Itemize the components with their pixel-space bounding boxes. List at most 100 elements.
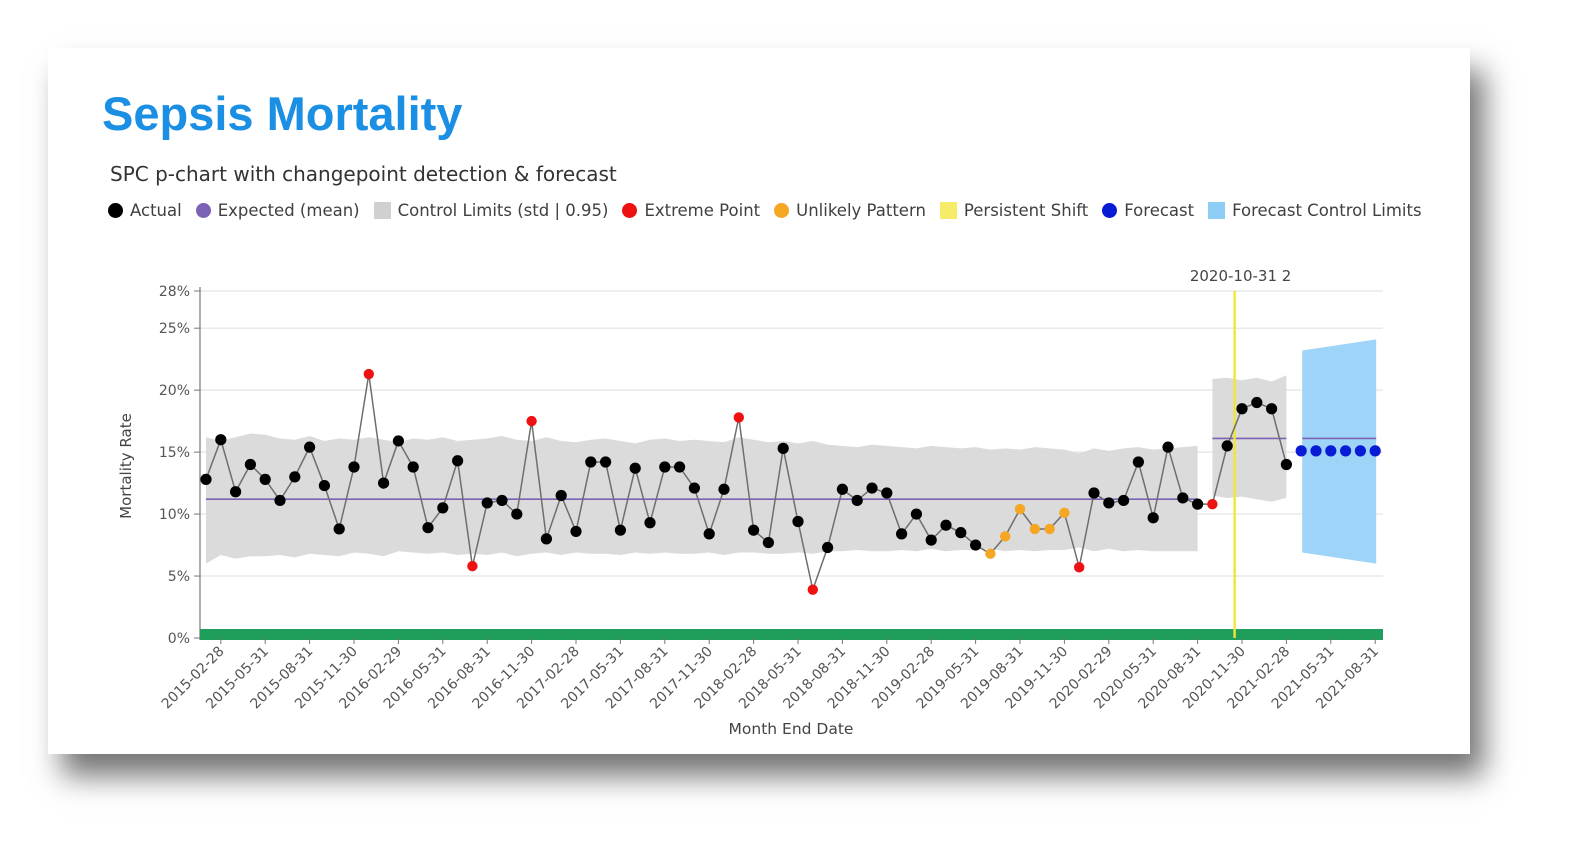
actual-point [333, 523, 345, 535]
actual-point [688, 482, 701, 494]
legend-swatch [373, 201, 391, 219]
chart-subtitle: SPC p-chart with changepoint detection &… [110, 162, 617, 186]
legend-item: Forecast [1102, 201, 1194, 220]
actual-point [614, 524, 627, 536]
actual-point [555, 489, 567, 502]
forecast-point [1354, 445, 1366, 457]
actual-point [407, 461, 419, 473]
forecast-point [1369, 445, 1381, 457]
actual-point [955, 527, 967, 539]
legend-swatch [622, 202, 638, 218]
actual-point [881, 487, 893, 499]
legend-item: Control Limits (std | 0.95) [373, 200, 609, 220]
legend-label: Actual [130, 200, 182, 220]
y-tick-label: 25% [159, 321, 190, 337]
y-tick-label: 5% [168, 569, 190, 585]
actual-point [718, 483, 730, 495]
page-title: Sepsis Mortality [102, 87, 463, 140]
legend-label: Control Limits (std | 0.95) [397, 200, 609, 220]
legend-item: Expected (mean) [195, 200, 360, 220]
extreme-point [807, 584, 818, 595]
actual-point [703, 528, 715, 540]
actual-point [318, 479, 330, 492]
forecast-control-limits-band [1302, 339, 1377, 564]
actual-point [644, 517, 656, 529]
actual-point [1251, 396, 1263, 409]
actual-point [481, 497, 493, 509]
actual-point [1192, 498, 1204, 510]
legend-label: Unlikely Pattern [796, 200, 926, 220]
actual-point [748, 524, 760, 536]
legend-swatch [774, 202, 790, 218]
actual-point [629, 462, 641, 474]
actual-point [230, 486, 242, 498]
actual-point [422, 522, 434, 534]
actual-point [496, 494, 508, 507]
actual-point [659, 461, 671, 473]
unlikely-pattern-point [1044, 523, 1055, 535]
legend-swatch [1208, 201, 1226, 219]
actual-point [866, 482, 878, 494]
actual-point [585, 456, 597, 468]
actual-point [1177, 492, 1189, 504]
legend-label: Forecast [1124, 200, 1195, 220]
extreme-point [363, 368, 374, 380]
actual-point [1088, 487, 1100, 499]
actual-point [925, 534, 937, 546]
actual-point [452, 455, 464, 467]
actual-point [851, 494, 863, 507]
chart-legend: Actual Expected (mean) Control Limits (std… [108, 198, 1436, 222]
actual-point [215, 434, 227, 446]
actual-point [792, 515, 804, 528]
y-axis-title: Mortality Rate [117, 413, 135, 519]
actual-point [674, 461, 686, 473]
forecast-point [1325, 445, 1337, 457]
forecast-point [1295, 445, 1307, 457]
y-tick-label: 0% [168, 631, 190, 647]
legend-swatch [939, 201, 957, 219]
changepoint-label: 2020-10-31 2 [1190, 267, 1291, 285]
legend-swatch [195, 202, 211, 218]
extreme-point [733, 412, 744, 423]
actual-point [511, 508, 523, 520]
legend-label: Forecast Control Limits [1232, 200, 1422, 220]
actual-point [348, 461, 360, 473]
actual-point [1221, 440, 1233, 452]
actual-point [378, 477, 390, 489]
actual-point [1132, 456, 1144, 468]
extreme-point [467, 560, 478, 572]
forecast-point [1340, 445, 1352, 457]
actual-point [437, 502, 449, 514]
actual-point [1103, 497, 1115, 509]
extreme-point [526, 415, 537, 427]
actual-point [940, 519, 952, 531]
actual-point [200, 473, 212, 485]
actual-point [1147, 512, 1159, 524]
forecast-point [1310, 445, 1322, 457]
legend-label: Expected (mean) [217, 200, 360, 220]
legend-swatch [1102, 202, 1118, 218]
actual-point [910, 508, 923, 520]
actual-point [570, 525, 582, 538]
actual-point [822, 541, 834, 554]
y-tick-label: 20% [159, 383, 190, 399]
baseline-band [200, 629, 1383, 640]
extreme-point [1074, 562, 1085, 573]
actual-point [289, 471, 301, 483]
legend-item: Persistent Shift [939, 200, 1089, 220]
legend-label: Persistent Shift [963, 200, 1089, 220]
actual-point [304, 441, 316, 453]
legend-label: Extreme Point [644, 200, 761, 220]
actual-point [274, 494, 286, 507]
legend-item: Actual [108, 201, 182, 220]
legend-item: Forecast Control Limits [1208, 200, 1422, 220]
y-tick-label: 28% [159, 284, 190, 300]
actual-point [777, 442, 789, 454]
actual-point [896, 528, 908, 540]
unlikely-pattern-point [1059, 507, 1070, 519]
unlikely-pattern-point [1014, 503, 1026, 515]
legend-swatch [108, 202, 123, 218]
actual-point [1118, 494, 1130, 507]
unlikely-pattern-point [985, 548, 996, 559]
actual-point [600, 456, 612, 468]
